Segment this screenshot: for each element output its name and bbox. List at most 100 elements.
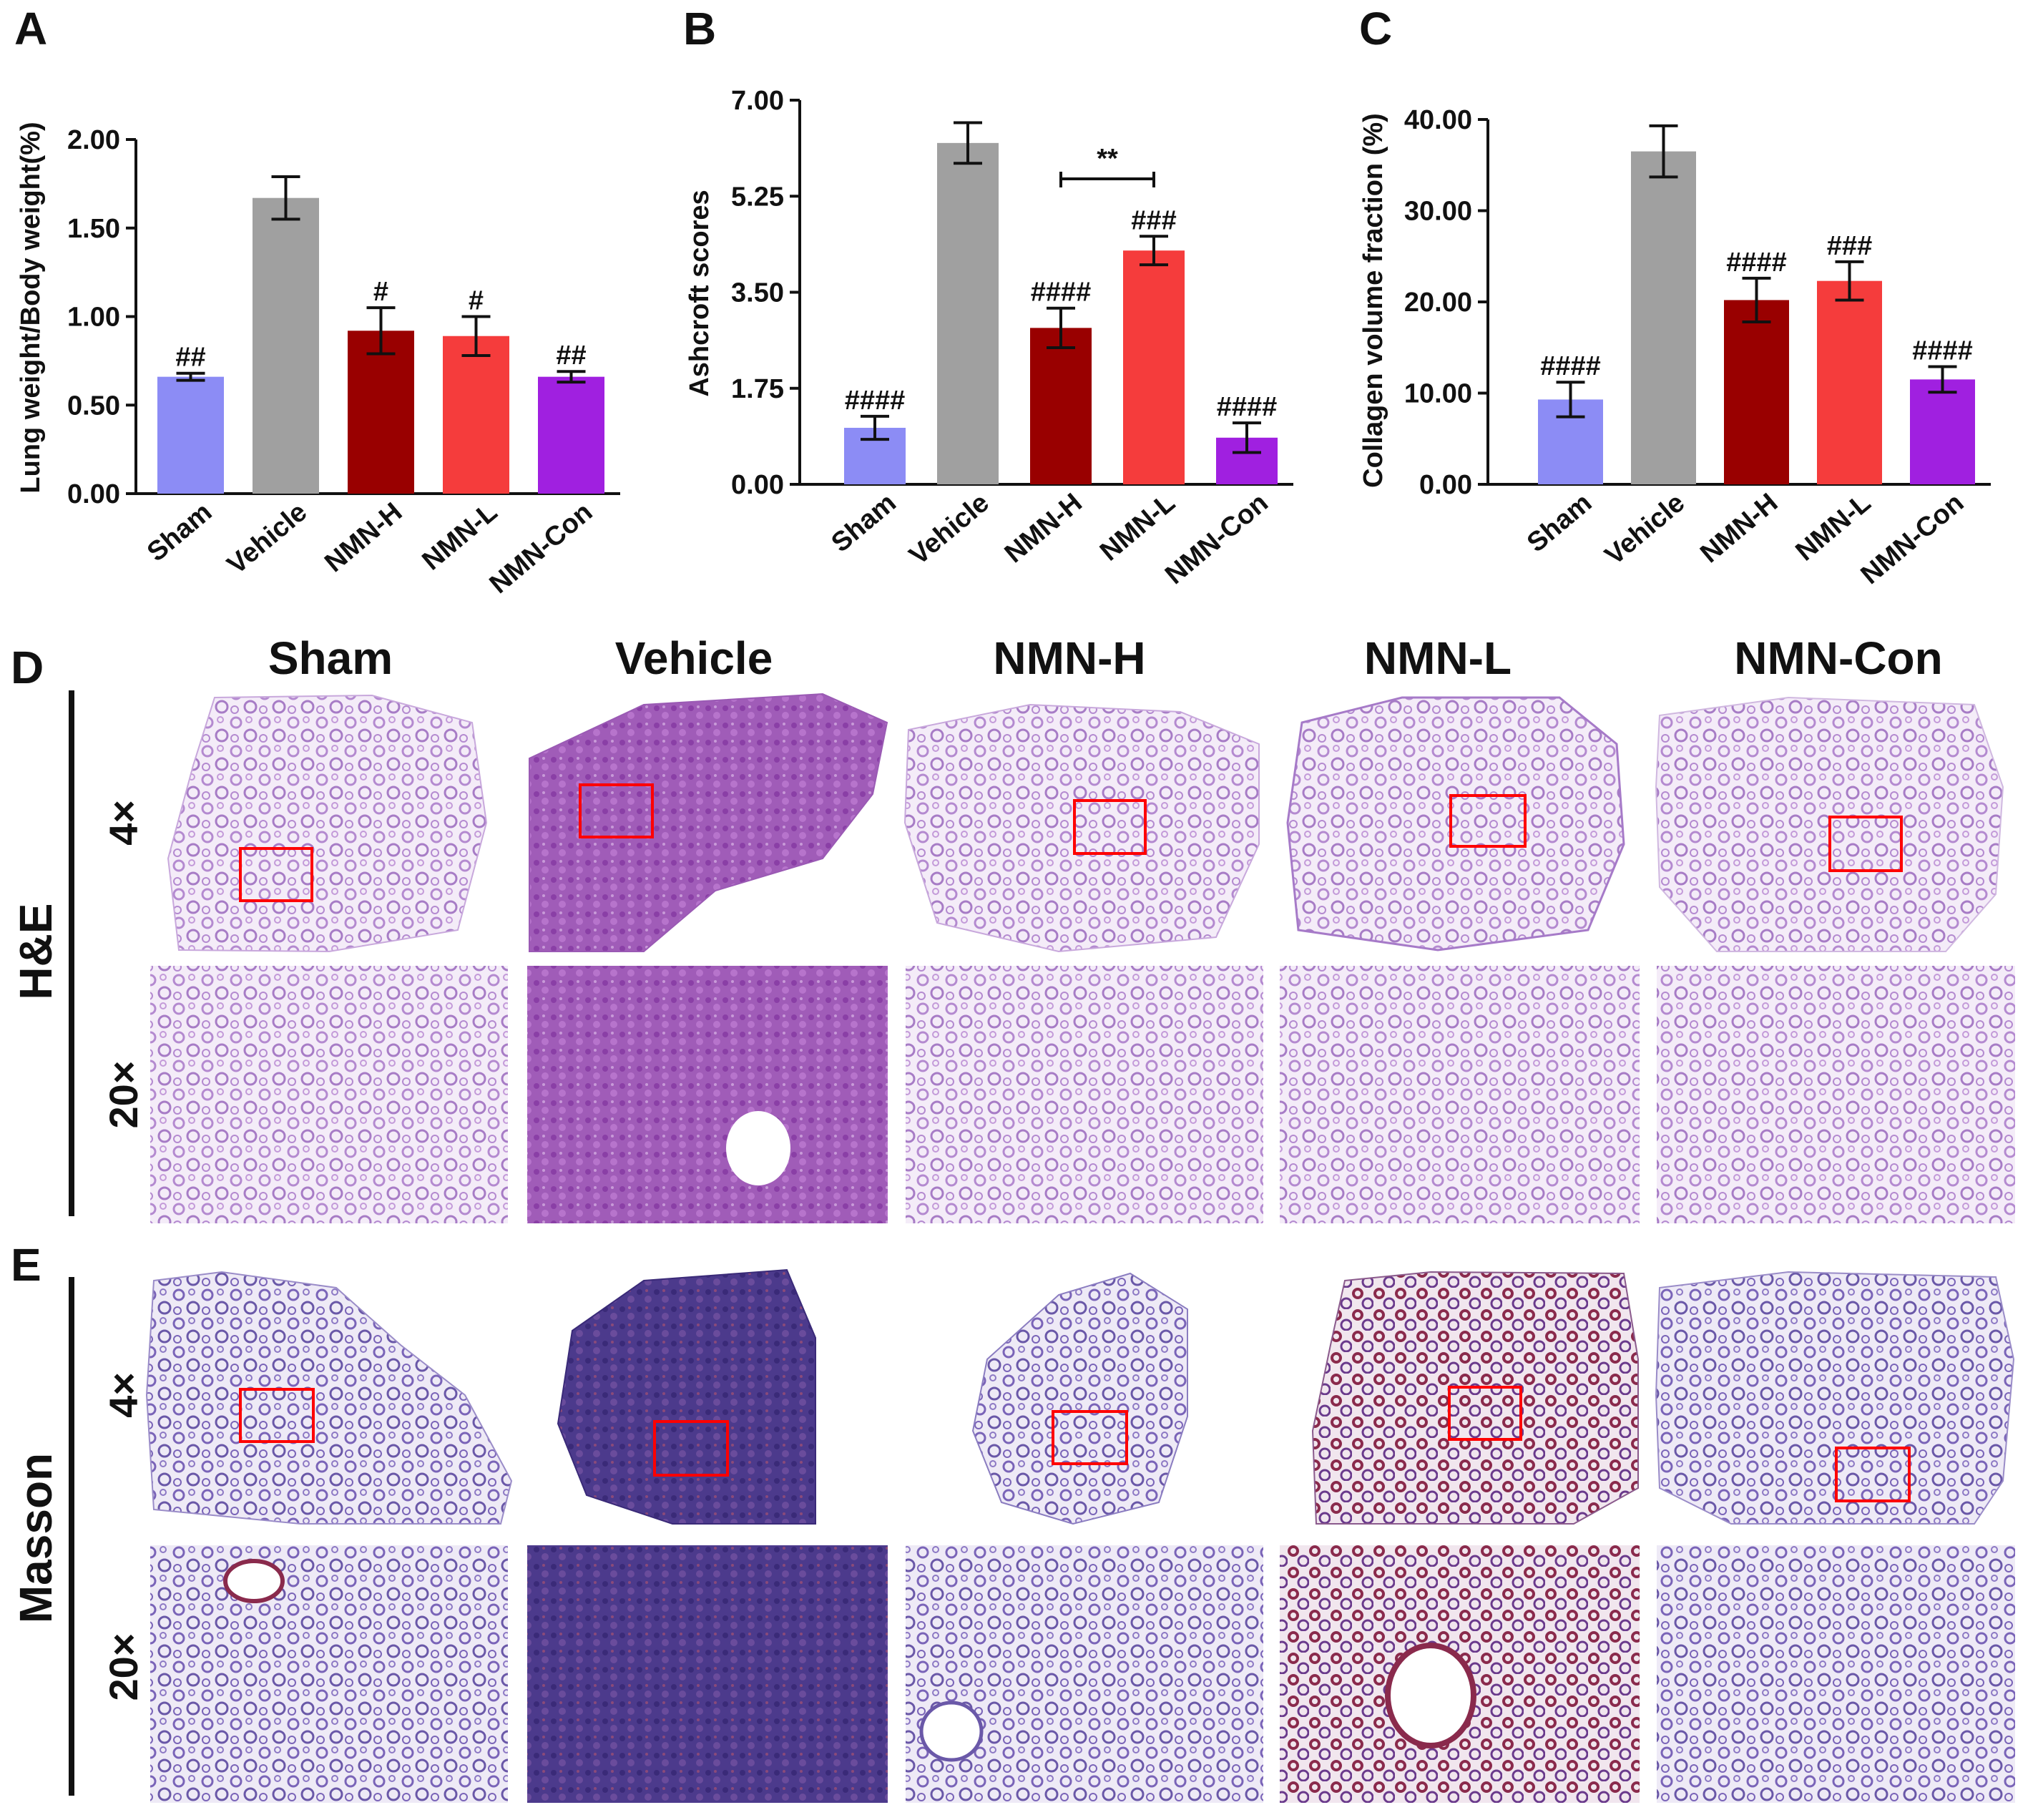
- roi-box: [239, 847, 313, 902]
- x-tick-label: Vehicle: [1599, 488, 1690, 571]
- roi-box: [1828, 816, 1903, 872]
- y-tick-label: 7.00: [731, 86, 784, 116]
- bar-vehicle: [937, 142, 999, 484]
- y-tick-label: 1.50: [67, 214, 120, 244]
- y-tick-label: 0.00: [731, 470, 784, 500]
- significance-mark: ###: [1131, 205, 1176, 235]
- bar-sham: [157, 376, 224, 494]
- bar-nmn-l: [443, 336, 509, 494]
- y-tick-label: 1.75: [731, 374, 784, 404]
- y-tick-label: 1.00: [67, 303, 120, 333]
- y-tick-label: 20.00: [1404, 288, 1472, 318]
- significance-mark: ####: [845, 386, 906, 416]
- y-axis-label: Lung weight/Body weight(%): [16, 122, 46, 493]
- bar-nmn-h: [1030, 328, 1092, 484]
- y-tick-label: 2.00: [67, 125, 120, 155]
- significance-mark: ##: [175, 343, 205, 373]
- masson-4x-sham: [145, 1271, 513, 1525]
- chart-panel-c: C 0.00 10.00 20.00 30.00 40.00 Collagen volume…: [1358, 3, 1991, 590]
- he-20x-vehicle: [527, 966, 888, 1223]
- x-tick-label: NMN-L: [1790, 488, 1877, 567]
- he-4x-nmn-h: [903, 703, 1260, 953]
- significance-mark: ####: [1540, 351, 1601, 381]
- bar-nmn-l: [1123, 250, 1185, 484]
- bar-charts: A 0.00 0.50 1.00 1.50 2.00 Lung weight/Body we…: [14, 3, 1991, 600]
- roi-box: [1835, 1447, 1911, 1502]
- x-tick-label: NMN-H: [319, 497, 408, 579]
- significance-mark: #: [373, 277, 388, 307]
- significance-mark: ####: [1912, 336, 1973, 366]
- y-tick-label: 0.00: [67, 479, 120, 509]
- bar-nmn-h: [1724, 300, 1789, 484]
- he-4x-nmn-l: [1286, 696, 1625, 951]
- x-tick-label: NMN-Con: [1856, 488, 1970, 590]
- x-tick-label: NMN-H: [999, 488, 1088, 569]
- he-4x-vehicle: [529, 693, 888, 952]
- he-4x-nmn-con: [1655, 696, 2004, 952]
- column-header-nmn-con: NMN-Con: [1734, 632, 1942, 684]
- bar-nmn-con: [538, 376, 604, 494]
- histology-panels: D E H&E Masson 4× 20× 4× 20× Sham Vehicl…: [10, 632, 2015, 1803]
- y-tick-label: 5.25: [731, 182, 784, 212]
- panel-e-mag-20x: 20×: [101, 1633, 146, 1701]
- panel-d-mag-20x: 20×: [101, 1061, 146, 1129]
- y-tick-label: 40.00: [1404, 105, 1472, 135]
- significance-mark: ####: [1031, 278, 1092, 308]
- masson-20x-nmn-con: [1657, 1545, 2015, 1803]
- he-20x-nmn-h: [906, 966, 1263, 1223]
- column-header-nmn-l: NMN-L: [1364, 632, 1512, 684]
- x-tick-label: NMN-Con: [1160, 488, 1274, 590]
- he-20x-nmn-con: [1657, 966, 2015, 1223]
- masson-20x-nmn-h-airway: [919, 1701, 984, 1762]
- roi-box: [1448, 1386, 1522, 1441]
- significance-mark: ####: [1726, 248, 1787, 278]
- roi-box: [239, 1388, 315, 1443]
- bar-nmn-l: [1817, 280, 1882, 484]
- masson-4x-vehicle: [557, 1268, 816, 1525]
- roi-box: [579, 783, 654, 838]
- masson-20x-vehicle: [527, 1545, 888, 1803]
- y-tick-label: 0.00: [1419, 470, 1472, 500]
- column-header-sham: Sham: [268, 632, 393, 684]
- y-axis-label: Collagen volume fraction (%): [1358, 113, 1388, 488]
- bar-nmn-con: [1910, 379, 1975, 484]
- panel-e-mag-4x: 4×: [101, 1372, 146, 1418]
- x-tick-label: Vehicle: [222, 497, 313, 580]
- column-header-nmn-h: NMN-H: [993, 632, 1145, 684]
- panel-letter-e: E: [11, 1239, 41, 1291]
- x-tick-label: NMN-L: [1094, 488, 1181, 567]
- x-tick-label: NMN-L: [417, 497, 504, 577]
- he-20x-sham: [150, 966, 508, 1223]
- bracket-label: **: [1097, 144, 1118, 174]
- bar-vehicle: [253, 197, 319, 494]
- panel-d-stain-label: H&E: [10, 903, 62, 999]
- roi-box: [1449, 794, 1527, 848]
- y-tick-label: 0.50: [67, 391, 120, 421]
- x-tick-label: Vehicle: [903, 488, 994, 571]
- panel-letter: B: [683, 3, 716, 54]
- x-tick-label: Sham: [142, 497, 217, 568]
- y-tick-label: 30.00: [1404, 197, 1472, 227]
- roi-box: [1052, 1410, 1128, 1465]
- roi-box: [653, 1420, 729, 1477]
- he-20x-vehicle-airway: [726, 1111, 790, 1185]
- panel-e-stain-label: Masson: [10, 1453, 62, 1623]
- panel-letter-d: D: [11, 642, 44, 693]
- masson-4x-nmn-l: [1311, 1271, 1639, 1525]
- masson-20x-sham: [150, 1545, 508, 1803]
- significance-mark: ###: [1827, 231, 1872, 261]
- masson-20x-nmn-h: [906, 1545, 1263, 1803]
- roi-box: [1073, 799, 1147, 855]
- significance-mark: #: [469, 286, 484, 316]
- significance-mark: ##: [556, 341, 586, 371]
- he-20x-nmn-l: [1280, 966, 1640, 1223]
- x-tick-label: NMN-Con: [484, 497, 599, 600]
- x-tick-label: NMN-H: [1695, 488, 1783, 569]
- panel-d-mag-4x: 4×: [101, 800, 146, 846]
- masson-20x-sham-airway: [223, 1559, 285, 1603]
- significance-mark: ####: [1217, 392, 1278, 422]
- x-tick-label: Sham: [826, 488, 902, 559]
- panel-letter: A: [14, 3, 47, 54]
